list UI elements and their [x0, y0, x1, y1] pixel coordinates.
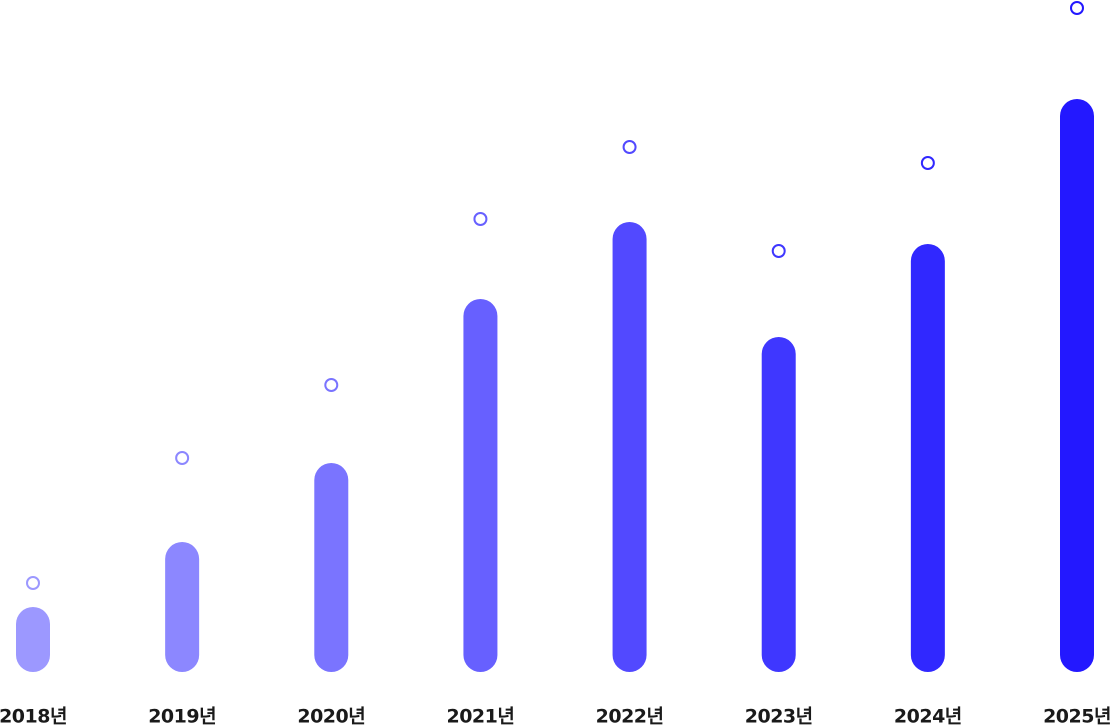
marker — [622, 140, 637, 154]
marker — [473, 212, 488, 226]
marker — [920, 156, 935, 170]
marker — [26, 576, 40, 590]
marker — [324, 378, 339, 392]
x-tick-label: 2025년 — [1043, 706, 1111, 728]
x-tick-label: 2019년 — [148, 706, 216, 728]
x-tick-label: 2024년 — [894, 706, 962, 728]
marker — [1070, 1, 1084, 15]
x-tick-label: 2020년 — [297, 706, 365, 728]
bar — [165, 542, 200, 672]
bar — [314, 463, 349, 672]
x-tick-label: 2023년 — [745, 706, 813, 728]
bar — [761, 337, 796, 672]
bar — [612, 222, 647, 672]
marker — [771, 244, 786, 258]
bar — [1060, 99, 1094, 672]
x-tick-label: 2018년 — [0, 706, 67, 728]
bar — [910, 244, 945, 672]
marker — [175, 451, 190, 465]
x-tick-label: 2022년 — [596, 706, 664, 728]
bar — [16, 607, 50, 672]
bar — [463, 299, 498, 672]
x-tick-label: 2021년 — [446, 706, 514, 728]
